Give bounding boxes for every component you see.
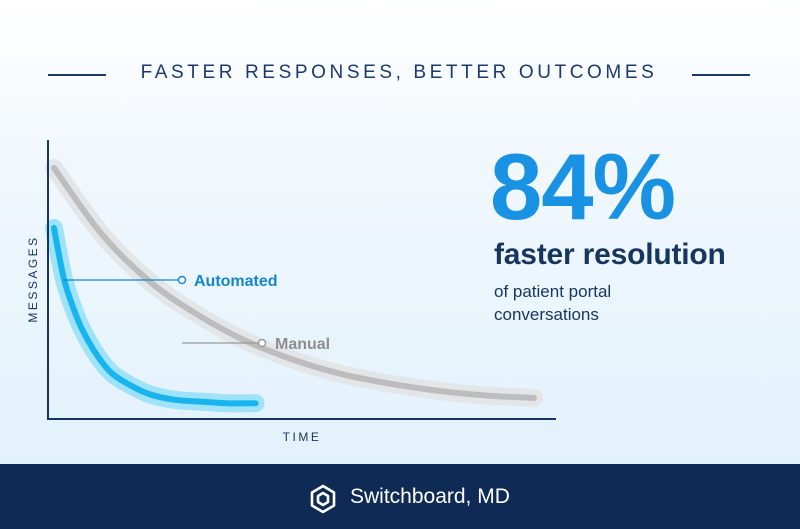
header: FASTER RESPONSES, BETTER OUTCOMES [0, 60, 800, 90]
stat-callout: 84% faster resolution of patient portal … [490, 140, 794, 326]
manual-series-line [51, 165, 537, 401]
stat-value: 84% [490, 134, 676, 239]
page-title: FASTER RESPONSES, BETTER OUTCOMES [140, 62, 658, 83]
x-axis-label: TIME [283, 430, 322, 444]
stat-headline: faster resolution [494, 238, 726, 271]
manual-legend-marker [257, 338, 267, 348]
stat-subtext: of patient portal conversations [494, 282, 612, 324]
automated-series-line [51, 225, 259, 407]
y-axis-label: MESSAGES [26, 235, 40, 322]
manual-legend-label: Manual [275, 336, 330, 353]
automated-legend-label: Automated [194, 273, 278, 290]
footer-bar: Switchboard, MD [0, 464, 800, 529]
title-rule-right [692, 74, 750, 76]
switchboard-logo-icon [310, 484, 336, 514]
title-rule-left [48, 74, 106, 76]
manual-series-glow [45, 159, 543, 407]
automated-series-glow [45, 219, 265, 413]
brand-name: Switchboard, MD [350, 485, 510, 508]
automated-legend-marker [177, 275, 187, 285]
